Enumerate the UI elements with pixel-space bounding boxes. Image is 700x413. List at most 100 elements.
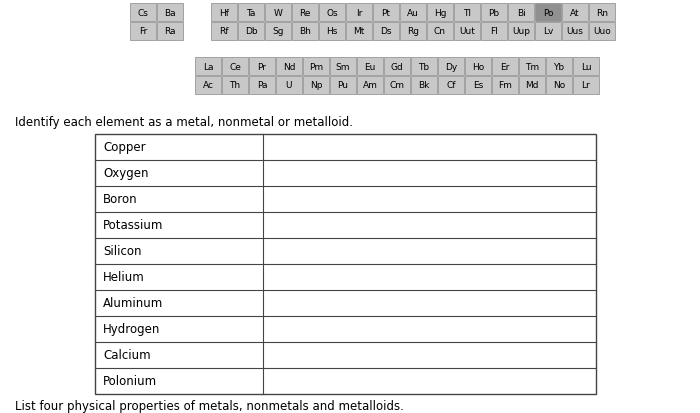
Text: Gd: Gd — [391, 62, 403, 71]
Text: Bh: Bh — [299, 27, 311, 36]
Text: Hydrogen: Hydrogen — [103, 323, 160, 336]
Text: Np: Np — [309, 81, 322, 90]
Bar — [195, 58, 221, 76]
Text: Fm: Fm — [498, 81, 512, 90]
Text: Cm: Cm — [389, 81, 405, 90]
Bar — [562, 4, 588, 22]
Bar — [546, 77, 572, 95]
Text: Ra: Ra — [164, 27, 176, 36]
Text: Oxygen: Oxygen — [103, 167, 148, 180]
Text: Tb: Tb — [419, 62, 430, 71]
Bar — [276, 77, 302, 95]
Bar — [330, 77, 356, 95]
Text: Cf: Cf — [447, 81, 456, 90]
Text: Pr: Pr — [258, 62, 267, 71]
Bar — [573, 77, 599, 95]
Bar — [492, 58, 518, 76]
Bar — [438, 77, 464, 95]
Text: Sm: Sm — [336, 62, 350, 71]
Text: Rn: Rn — [596, 9, 608, 17]
Bar — [373, 4, 399, 22]
Bar — [346, 4, 372, 22]
Text: Pt: Pt — [382, 9, 391, 17]
Text: Es: Es — [473, 81, 483, 90]
Bar — [249, 58, 275, 76]
Text: U: U — [286, 81, 293, 90]
Text: Polonium: Polonium — [103, 375, 157, 387]
Text: Fr: Fr — [139, 27, 147, 36]
Bar — [211, 23, 237, 41]
Text: Nd: Nd — [283, 62, 295, 71]
Text: Calcium: Calcium — [103, 349, 150, 362]
Text: Uut: Uut — [459, 27, 475, 36]
Bar — [222, 77, 248, 95]
Text: Au: Au — [407, 9, 419, 17]
Text: W: W — [274, 9, 282, 17]
Bar — [535, 4, 561, 22]
Bar — [411, 77, 437, 95]
Bar — [573, 58, 599, 76]
Bar — [562, 23, 588, 41]
Text: Tl: Tl — [463, 9, 471, 17]
Text: Hg: Hg — [434, 9, 447, 17]
Bar — [589, 4, 615, 22]
Text: Potassium: Potassium — [103, 219, 163, 232]
Text: Pu: Pu — [337, 81, 349, 90]
Bar — [481, 4, 507, 22]
Text: Lr: Lr — [582, 81, 590, 90]
Text: Identify each element as a metal, nonmetal or metalloid.: Identify each element as a metal, nonmet… — [15, 116, 353, 129]
Text: Aluminum: Aluminum — [103, 297, 163, 310]
Bar — [438, 58, 464, 76]
Text: Uup: Uup — [512, 27, 530, 36]
Text: Ba: Ba — [164, 9, 176, 17]
Bar — [346, 23, 372, 41]
Bar — [384, 58, 410, 76]
Text: Rg: Rg — [407, 27, 419, 36]
Text: Ho: Ho — [472, 62, 484, 71]
Bar — [157, 23, 183, 41]
Bar — [265, 4, 291, 22]
Text: Mt: Mt — [354, 27, 365, 36]
Text: No: No — [553, 81, 565, 90]
Text: Bi: Bi — [517, 9, 526, 17]
Text: Bk: Bk — [419, 81, 430, 90]
Bar — [319, 4, 345, 22]
Text: Md: Md — [525, 81, 539, 90]
Bar — [519, 58, 545, 76]
Text: Ta: Ta — [246, 9, 256, 17]
Text: Uuo: Uuo — [593, 27, 611, 36]
Text: Cs: Cs — [138, 9, 148, 17]
Bar — [400, 23, 426, 41]
Bar — [373, 23, 399, 41]
Text: Db: Db — [245, 27, 258, 36]
Bar — [481, 23, 507, 41]
Bar — [589, 23, 615, 41]
Text: Po: Po — [542, 9, 553, 17]
Bar — [265, 23, 291, 41]
Bar — [454, 4, 480, 22]
Text: At: At — [570, 9, 580, 17]
Text: Lv: Lv — [542, 27, 553, 36]
Text: Boron: Boron — [103, 193, 138, 206]
Bar — [303, 58, 329, 76]
Bar — [157, 4, 183, 22]
Text: Ir: Ir — [356, 9, 362, 17]
Bar — [357, 58, 383, 76]
Text: Ce: Ce — [229, 62, 241, 71]
Bar — [411, 58, 437, 76]
Bar — [211, 4, 237, 22]
Text: Silicon: Silicon — [103, 245, 141, 258]
Bar — [508, 4, 534, 22]
Bar — [427, 23, 453, 41]
Text: Er: Er — [500, 62, 510, 71]
Bar — [130, 23, 156, 41]
Text: Ac: Ac — [202, 81, 214, 90]
Bar — [492, 77, 518, 95]
Text: Fl: Fl — [490, 27, 498, 36]
Bar — [276, 58, 302, 76]
Bar — [427, 4, 453, 22]
Bar — [357, 77, 383, 95]
Text: Hs: Hs — [326, 27, 337, 36]
Bar — [546, 58, 572, 76]
Bar — [535, 23, 561, 41]
